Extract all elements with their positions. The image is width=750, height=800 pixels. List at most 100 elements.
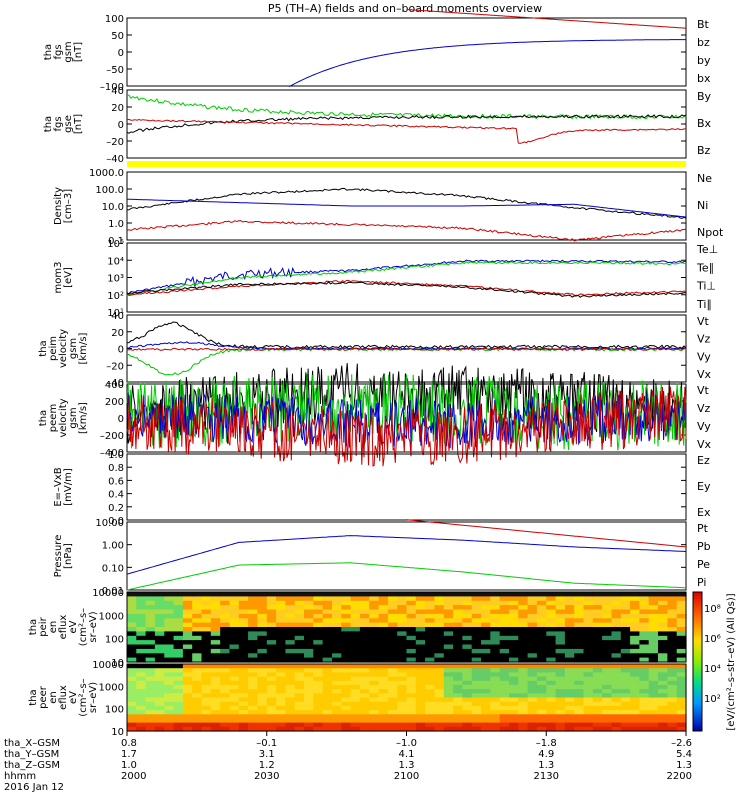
y-tick-label: 0: [118, 345, 124, 356]
spectrogram-cell: [341, 689, 352, 694]
spectrogram-cell: [425, 627, 435, 632]
spectrogram-cell: [415, 689, 426, 694]
spectrogram-cell: [648, 605, 659, 611]
spectrogram-cell: [453, 592, 463, 597]
spectrogram-cell: [285, 640, 296, 646]
spectrogram-cell: [574, 609, 585, 615]
spectrogram-cell: [304, 701, 314, 707]
spectrogram-cell: [620, 726, 631, 732]
spectrogram-cell: [378, 718, 389, 724]
y-axis-label: gse: [63, 115, 74, 133]
spectrogram-cell: [564, 631, 575, 637]
spectrogram-cell: [285, 618, 296, 624]
spectrogram-cell: [220, 600, 231, 606]
spectrogram-cell: [434, 676, 445, 682]
spectrogram-cell: [350, 622, 361, 628]
spectrogram-cell: [276, 613, 286, 619]
spectrogram-cell: [453, 714, 463, 720]
spectrogram-cell: [527, 676, 538, 682]
spectrogram-cell: [443, 631, 454, 637]
spectrogram-cell: [201, 722, 212, 728]
spectrogram-cell: [658, 613, 668, 619]
spectrogram-cell: [667, 609, 678, 615]
spectrogram-cell: [583, 664, 594, 669]
spectrogram-cell: [229, 609, 240, 615]
spectrogram-cell: [136, 701, 147, 707]
spectrogram-cell: [453, 605, 463, 611]
spectrogram-cell: [359, 622, 370, 628]
spectrogram-cell: [313, 648, 324, 654]
spectrogram-cell: [443, 676, 454, 682]
spectrogram-cell: [658, 680, 668, 686]
spectrogram-cell: [583, 592, 594, 597]
spectrogram-cell: [574, 718, 585, 724]
spectrogram-cell: [238, 710, 249, 715]
series-Te-perp: [126, 279, 687, 297]
spectrogram-cell: [350, 668, 361, 673]
y-axis-label: gsm: [63, 41, 74, 62]
spectrogram-cell: [648, 627, 659, 632]
spectrogram-cell: [173, 689, 184, 694]
spectrogram-cell: [574, 600, 585, 606]
spectrogram-cell: [154, 618, 165, 624]
spectrogram-cell: [406, 640, 417, 646]
spectrogram-cell: [509, 676, 519, 682]
spectrogram-cell: [257, 680, 268, 686]
spectrogram-cell: [332, 676, 342, 682]
spectrogram-cell: [182, 627, 193, 632]
spectrogram-cell: [304, 676, 314, 682]
spectrogram-cell: [136, 680, 147, 686]
spectrogram-cell: [266, 596, 277, 602]
spectrogram-cell: [164, 657, 175, 663]
spectrogram-cell: [434, 653, 445, 659]
spectrogram-cell: [592, 689, 603, 694]
spectrogram-cell: [359, 644, 370, 650]
spectrogram-cell: [359, 701, 370, 707]
spectrogram-cell: [509, 627, 519, 632]
spectrogram-cell: [443, 672, 454, 678]
spectrogram-cell: [425, 722, 435, 728]
spectrogram-cell: [145, 605, 156, 611]
spectrogram-cell: [294, 710, 305, 715]
spectrogram-cell: [201, 680, 212, 686]
spectrogram-cell: [611, 627, 622, 632]
spectrogram-cell: [443, 635, 454, 641]
spectrogram-cell: [481, 705, 491, 711]
spectrogram-cell: [415, 592, 426, 597]
spectrogram-cell: [611, 714, 622, 720]
spectrogram-cell: [332, 653, 342, 659]
spectrogram-cell: [257, 684, 268, 690]
spectrogram-cell: [276, 596, 286, 602]
spectrogram-cell: [341, 684, 352, 690]
spectrogram-cell: [462, 648, 473, 654]
spectrogram-cell: [527, 600, 538, 606]
spectrogram-cell: [248, 689, 258, 694]
spectrogram-cell: [387, 592, 398, 597]
spectrogram-cell: [304, 722, 314, 728]
spectrogram-cell: [602, 701, 612, 707]
spectrogram-cell: [350, 714, 361, 720]
spectrogram-cell: [173, 653, 184, 659]
spectrogram-cell: [341, 726, 352, 732]
spectrogram-cell: [229, 672, 240, 678]
spectrogram-cell: [285, 605, 296, 611]
spectrogram-cell: [285, 718, 296, 724]
spectrogram-cell: [667, 714, 678, 720]
spectrogram-cell: [369, 697, 380, 703]
spectrogram-cell: [313, 684, 324, 690]
spectrogram-cell: [536, 605, 547, 611]
spectrogram-cell: [546, 627, 557, 632]
spectrogram-cell: [313, 596, 324, 602]
spectrogram-cell: [639, 697, 650, 703]
spectrogram-cell: [127, 726, 137, 732]
y-tick-label: –50: [106, 65, 124, 76]
spectrogram-cell: [266, 613, 277, 619]
spectrogram-cell: [350, 689, 361, 694]
spectrogram-cell: [648, 644, 659, 650]
spectrogram-cell: [145, 668, 156, 673]
spectrogram-cell: [201, 701, 212, 707]
spectrogram-cell: [276, 644, 286, 650]
spectrogram-cell: [406, 672, 417, 678]
spectrogram-cell: [313, 697, 324, 703]
spectrogram-cell: [285, 609, 296, 615]
